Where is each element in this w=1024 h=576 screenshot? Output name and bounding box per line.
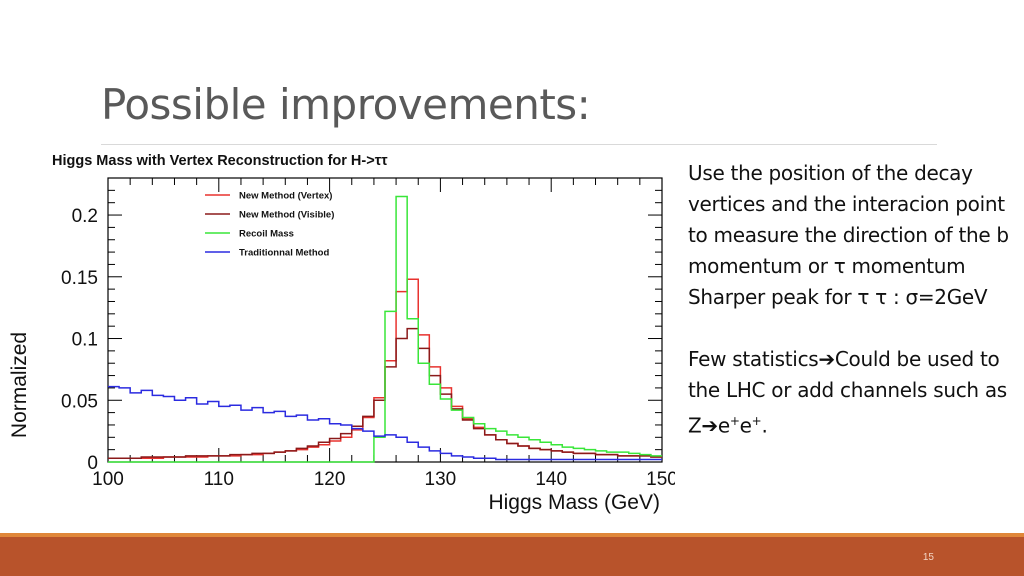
- y-tick-label: 0.2: [72, 206, 98, 227]
- arrow-icon: ➔: [818, 347, 835, 371]
- chart-title: Higgs Mass with Vertex Reconstruction fo…: [52, 153, 388, 169]
- electron-label: e: [717, 413, 730, 438]
- legend-label: New Method (Vertex): [239, 191, 332, 202]
- x-tick-label: 140: [535, 469, 567, 490]
- plot-frame: [107, 177, 663, 463]
- legend-label: New Method (Visible): [239, 210, 334, 221]
- legend-label: Recoil Mass: [239, 229, 294, 240]
- footer-accent-line: [0, 533, 1024, 537]
- arrow-icon: ➔: [701, 413, 718, 438]
- x-tick-label: 110: [204, 469, 234, 490]
- footer-bar: [0, 537, 1024, 576]
- x-tick-label: 100: [92, 469, 124, 490]
- x-tick-label: 120: [314, 469, 346, 490]
- note-few-statistics: Few statistics➔Could be used to the LHC …: [688, 344, 1018, 442]
- y-tick-label: 0.1: [72, 330, 98, 351]
- x-tick-label: 130: [425, 469, 457, 490]
- paragraph-gap: [688, 313, 1018, 344]
- period: .: [761, 413, 768, 438]
- slide-title: Possible improvements:: [101, 80, 591, 129]
- chart-ylabel: Normalized: [8, 332, 31, 438]
- note-lhc-text: Could be used to the LHC or add channels…: [688, 347, 1007, 438]
- charge-superscript: +: [729, 414, 740, 428]
- note-few-statistics-text: Few statistics: [688, 347, 819, 371]
- chart-xlabel: Higgs Mass (GeV): [488, 491, 660, 514]
- page-number: 15: [922, 552, 934, 563]
- charge-superscript: +: [751, 414, 762, 428]
- y-tick-label: 0.05: [61, 391, 98, 412]
- legend-label: Traditionnal Method: [239, 248, 329, 259]
- notes-textbox: Use the position of the decay vertices a…: [688, 158, 1018, 442]
- note-sharper-peak: Sharper peak for τ τ : σ=2GeV: [688, 285, 988, 309]
- title-divider: [101, 144, 937, 145]
- electron-label: e: [739, 413, 752, 438]
- series-line-new-method-visible: [108, 327, 662, 460]
- series-line-recoil-mass: [108, 195, 662, 463]
- higgs-mass-histogram: Higgs Mass with Vertex Reconstruction fo…: [8, 153, 675, 514]
- note-decay-vertices: Use the position of the decay vertices a…: [688, 161, 1009, 278]
- y-tick-label: 0: [87, 453, 98, 474]
- y-tick-label: 0.15: [61, 268, 98, 289]
- x-tick-label: 150: [646, 469, 675, 490]
- series-line-traditionnal-method: [108, 385, 662, 461]
